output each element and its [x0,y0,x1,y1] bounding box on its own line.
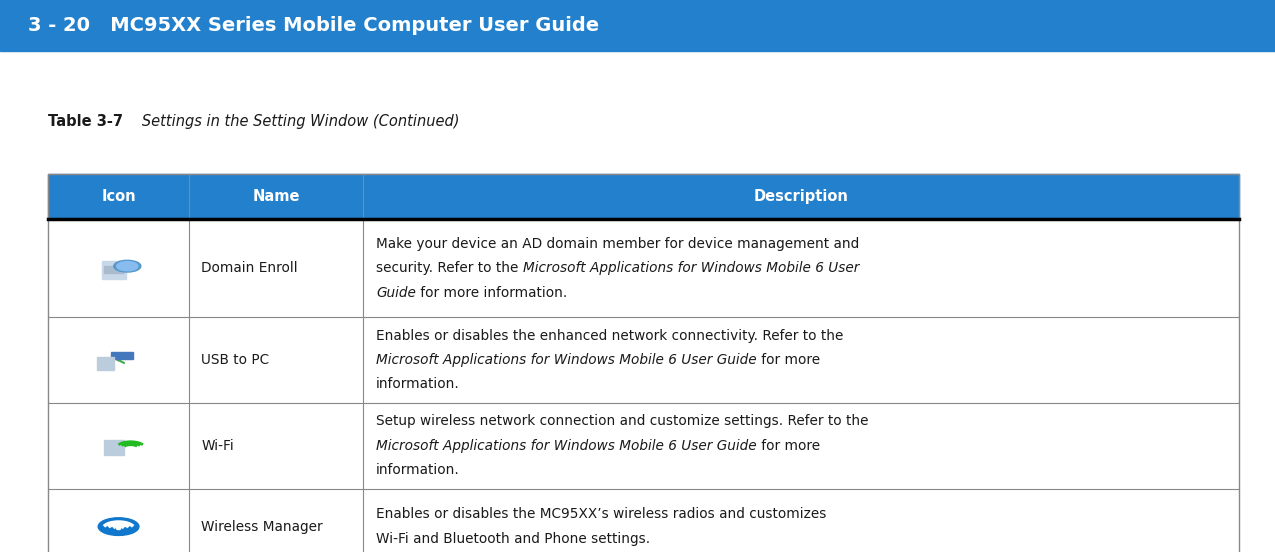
Text: information.: information. [376,378,460,391]
Text: for more: for more [757,353,820,367]
Bar [105,267,124,273]
Bar [111,352,133,359]
Text: Settings in the Setting Window (Continued): Settings in the Setting Window (Continue… [128,114,459,129]
Text: Microsoft Applications for Windows Mobile 6 User Guide: Microsoft Applications for Windows Mobil… [376,353,757,367]
Bar [97,357,113,370]
Text: Icon: Icon [101,189,136,204]
Text: information.: information. [376,463,460,477]
Text: for more: for more [757,439,820,453]
Circle shape [113,261,140,272]
Text: Make your device an AD domain member for device management and: Make your device an AD domain member for… [376,237,859,251]
Text: Enables or disables the enhanced network connectivity. Refer to the: Enables or disables the enhanced network… [376,329,844,343]
Bar [105,440,125,455]
Text: Setup wireless network connection and customize settings. Refer to the: Setup wireless network connection and cu… [376,415,868,428]
Text: Microsoft Applications for Windows Mobile 6 User Guide: Microsoft Applications for Windows Mobil… [376,439,757,453]
Bar [0,0,1275,51]
Text: security. Refer to the: security. Refer to the [376,261,523,275]
Circle shape [116,528,121,529]
Text: Description: Description [754,189,849,204]
Text: 3 - 20   MC95XX Series Mobile Computer User Guide: 3 - 20 MC95XX Series Mobile Computer Use… [28,16,599,35]
Bar [48,174,1239,552]
Text: Wireless Manager: Wireless Manager [201,519,323,534]
Text: Microsoft Applications for Windows Mobile 6 User: Microsoft Applications for Windows Mobil… [523,261,859,275]
Text: Wi-Fi: Wi-Fi [201,439,235,453]
Bar [48,174,1239,219]
Text: Table 3-7: Table 3-7 [48,114,124,129]
Circle shape [116,262,138,271]
Bar [102,261,126,279]
Circle shape [98,518,139,535]
Text: Enables or disables the MC95XX’s wireless radios and customizes: Enables or disables the MC95XX’s wireles… [376,507,826,522]
Text: Domain Enroll: Domain Enroll [201,261,298,275]
Text: Wi-Fi and Bluetooth and Phone settings.: Wi-Fi and Bluetooth and Phone settings. [376,532,650,546]
Text: Guide: Guide [376,285,416,300]
Text: Name: Name [252,189,300,204]
Text: USB to PC: USB to PC [201,353,269,367]
Text: for more information.: for more information. [416,285,567,300]
